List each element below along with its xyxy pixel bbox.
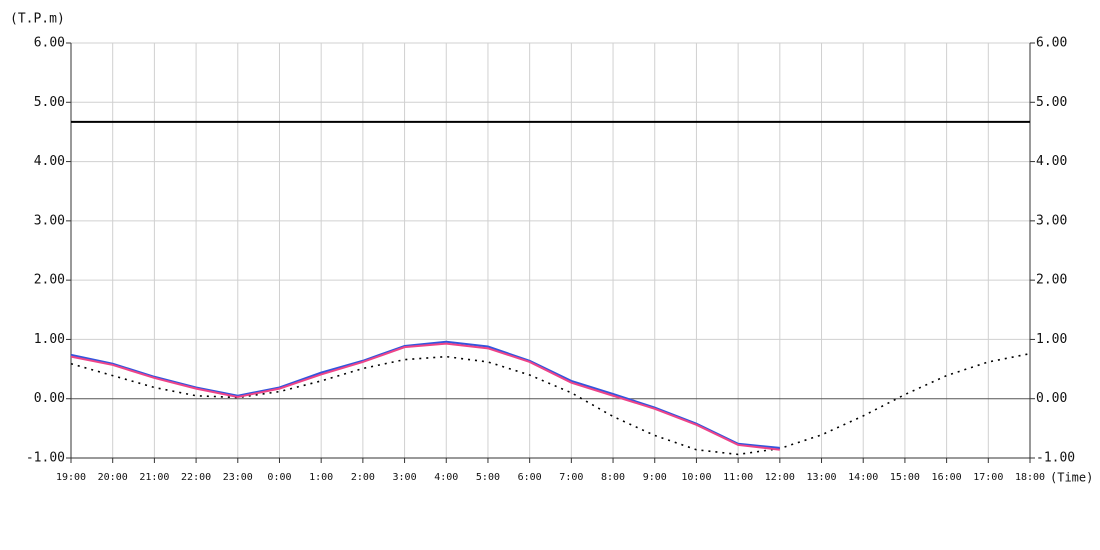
y-axis-label: (T.P.m) — [10, 12, 65, 27]
series-line — [70, 340, 780, 449]
x-tick-label: 10:00 — [681, 472, 711, 483]
x-tick-label: 18:00 — [1015, 472, 1045, 483]
x-tick-label: 7:00 — [559, 472, 583, 483]
x-tick-label: 1:00 — [309, 472, 333, 483]
x-tick-label: 11:00 — [723, 472, 753, 483]
x-tick-label: 3:00 — [393, 472, 417, 483]
x-tick-label: 19:00 — [56, 472, 86, 483]
x-tick-label: 9:00 — [643, 472, 667, 483]
x-tick-label: 20:00 — [98, 472, 128, 483]
y2-tick-label: 2.00 — [1036, 273, 1067, 288]
x-tick-label: 8:00 — [601, 472, 625, 483]
y-tick-label: 3.00 — [34, 213, 65, 228]
x-tick-label: 13:00 — [806, 472, 836, 483]
series-line — [70, 352, 1031, 456]
y-tick-label: 4.00 — [34, 154, 65, 169]
y2-tick-label: 6.00 — [1036, 36, 1067, 51]
y-tick-label: 6.00 — [34, 36, 65, 51]
y2-tick-label: 5.00 — [1036, 95, 1067, 110]
x-tick-label: 21:00 — [139, 472, 169, 483]
x-tick-label: 22:00 — [181, 472, 211, 483]
y2-tick-label: -1.00 — [1036, 451, 1075, 466]
y-tick-label: -1.00 — [26, 451, 65, 466]
x-tick-label: 5:00 — [476, 472, 500, 483]
y-tick-label: 2.00 — [34, 273, 65, 288]
x-tick-label: 15:00 — [890, 472, 920, 483]
y2-tick-label: 0.00 — [1036, 391, 1067, 406]
x-tick-label: 17:00 — [973, 472, 1003, 483]
y2-tick-label: 1.00 — [1036, 332, 1067, 347]
x-tick-label: 0:00 — [267, 472, 291, 483]
y2-tick-label: 4.00 — [1036, 154, 1067, 169]
x-axis-label: (Time) — [1050, 471, 1093, 485]
x-tick-label: 2:00 — [351, 472, 375, 483]
x-tick-label: 23:00 — [223, 472, 253, 483]
x-tick-label: 12:00 — [765, 472, 795, 483]
x-tick-label: 6:00 — [518, 472, 542, 483]
series-line — [70, 342, 780, 451]
x-tick-label: 4:00 — [434, 472, 458, 483]
y-tick-label: 1.00 — [34, 332, 65, 347]
x-tick-label: 14:00 — [848, 472, 878, 483]
y-tick-label: 5.00 — [34, 95, 65, 110]
x-tick-label: 16:00 — [932, 472, 962, 483]
y2-tick-label: 3.00 — [1036, 213, 1067, 228]
y-tick-label: 0.00 — [34, 391, 65, 406]
